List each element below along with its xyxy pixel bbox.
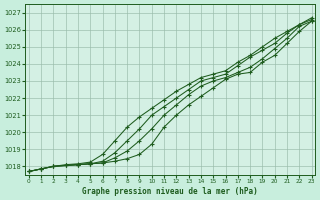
- X-axis label: Graphe pression niveau de la mer (hPa): Graphe pression niveau de la mer (hPa): [82, 187, 258, 196]
